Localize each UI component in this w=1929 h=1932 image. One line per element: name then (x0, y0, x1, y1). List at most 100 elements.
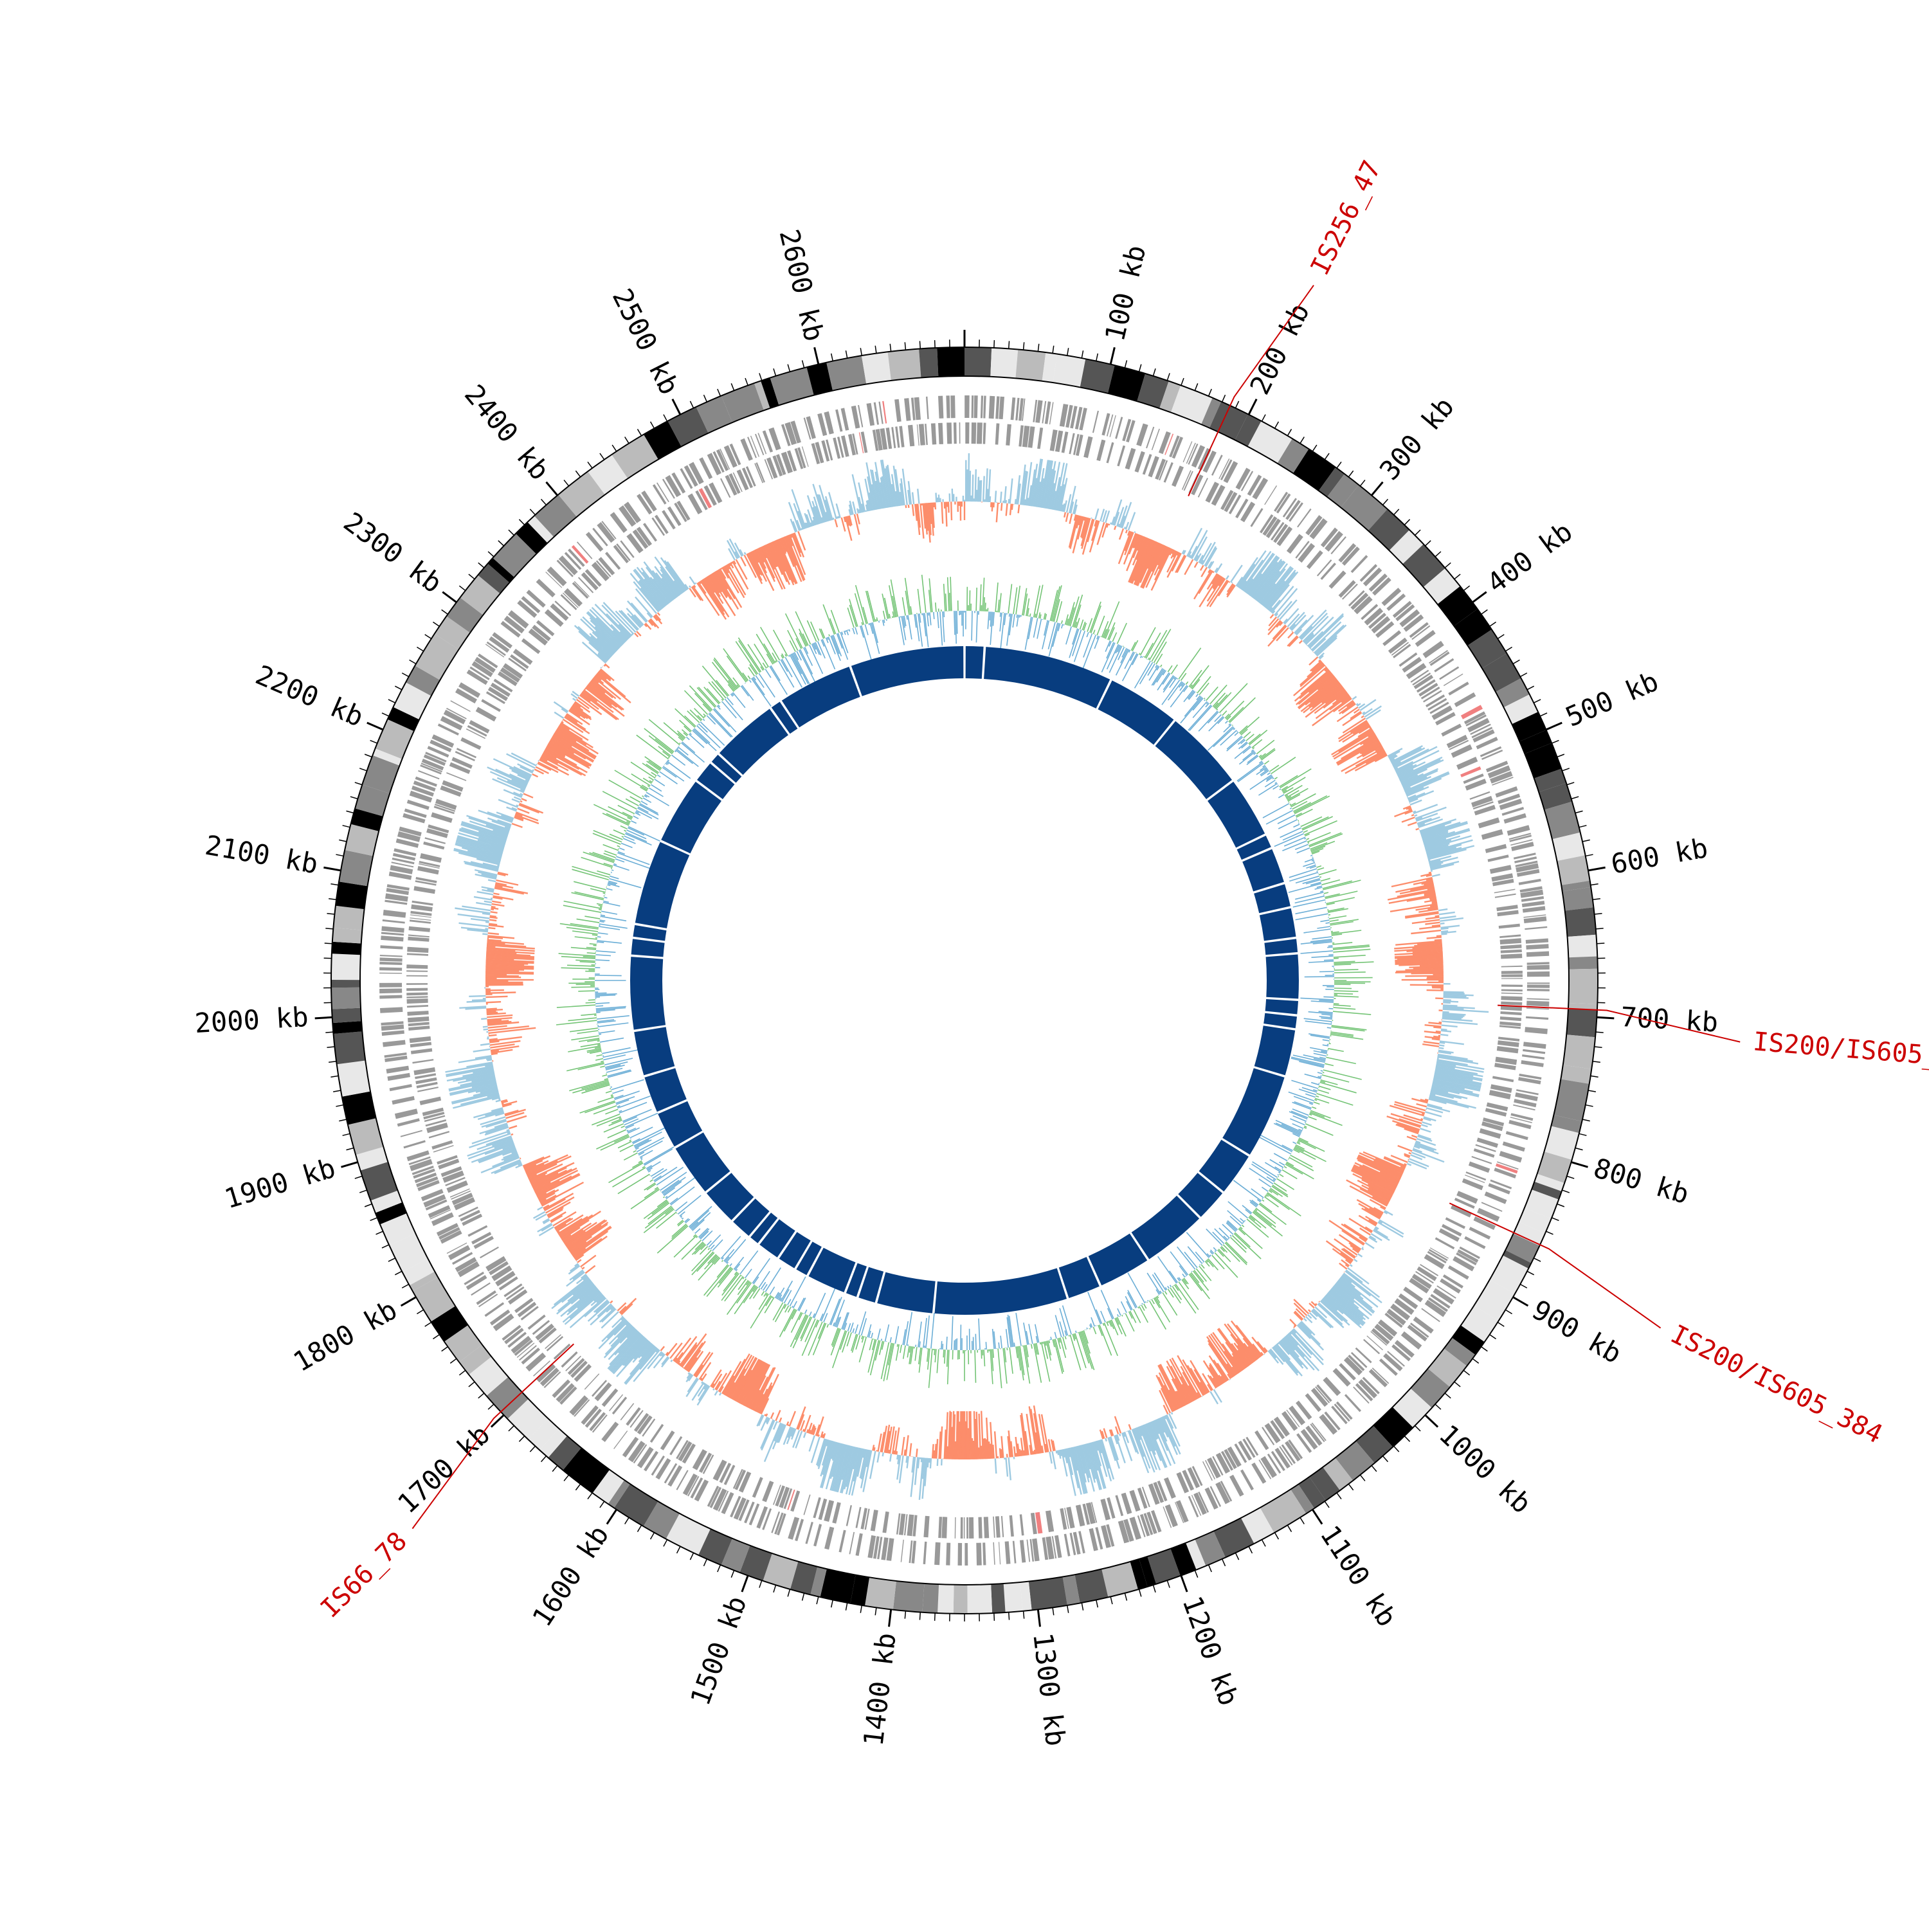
minor-tick (331, 1076, 338, 1077)
minor-tick (469, 1382, 475, 1387)
reverse-gene (1125, 448, 1136, 470)
gc-content-high-bar (1260, 748, 1274, 759)
minor-tick (1552, 1218, 1559, 1220)
minor-tick (1404, 1436, 1409, 1442)
gc-skew-positive-bar (1439, 912, 1455, 914)
gc-content-high-bar (1232, 725, 1233, 726)
reverse-gene (1501, 989, 1523, 992)
reverse-gene (1441, 724, 1462, 737)
gc-skew-positive-bar (973, 474, 974, 501)
reverse-gene (899, 426, 904, 447)
gc-content-low-bar (1242, 1205, 1252, 1213)
gc-skew-negative-bar (1309, 1310, 1310, 1312)
gc-content-high-bar (618, 1174, 649, 1193)
forward-gene (1013, 1541, 1017, 1564)
minor-tick (519, 519, 524, 525)
gc-skew-positive-bar (1442, 1012, 1449, 1013)
ideogram-band (919, 348, 938, 378)
gc-skew-positive-bar (491, 898, 493, 899)
reverse-gene (1500, 944, 1521, 949)
minor-tick (382, 713, 389, 716)
reverse-gene (1500, 938, 1521, 944)
gc-content-low-bar (941, 1341, 942, 1350)
gc-skew-positive-bar (1226, 575, 1229, 579)
gc-content-high-bar (1040, 615, 1041, 619)
minor-tick (1463, 1370, 1469, 1375)
forward-gene (1159, 431, 1171, 454)
gc-content-high-bar (1073, 595, 1082, 627)
minor-tick (731, 383, 734, 390)
reverse-gene (882, 1512, 889, 1533)
gc-content-low-bar (1233, 728, 1235, 730)
gc-content-high-bar (1122, 1315, 1123, 1316)
reverse-gene (420, 853, 442, 863)
gc-content-low-bar (1066, 627, 1071, 645)
ideogram-inner-edge (360, 376, 1569, 1585)
major-tick (1546, 723, 1562, 730)
minor-tick (690, 1553, 693, 1560)
gc-content-high-bar (1093, 1327, 1096, 1334)
forward-gene (1527, 982, 1550, 984)
minor-tick (1562, 768, 1569, 771)
ideogram-band (937, 347, 964, 377)
gc-content-high-bar (633, 1151, 637, 1153)
gc-content-high-bar (1317, 866, 1321, 867)
forward-gene (381, 926, 404, 933)
gc-skew-positive-bar (473, 1049, 491, 1052)
gc-skew-negative-bar (485, 985, 523, 986)
reverse-gene (410, 1036, 431, 1043)
gc-content-low-bar (979, 1319, 980, 1350)
gc-skew-positive-bar (937, 1459, 938, 1466)
minor-tick (1557, 1204, 1564, 1207)
minor-tick (575, 471, 580, 477)
ideogram-band (967, 1584, 992, 1614)
gc-skew-positive-bar (1049, 1452, 1051, 1463)
gc-content-low-bar (1267, 773, 1271, 775)
gc-skew-positive-bar (1442, 934, 1447, 935)
minor-tick (1445, 563, 1451, 568)
gc-content-high-bar (788, 1307, 792, 1313)
forward-gene (383, 919, 405, 924)
gc-content-high-bar (1141, 627, 1156, 655)
reverse-gene (1451, 745, 1472, 758)
ideogram-band (990, 348, 1018, 379)
minor-tick (1394, 1446, 1399, 1452)
gc-content-high-bar (1070, 1335, 1080, 1370)
gc-skew-positive-bar (1304, 1319, 1307, 1321)
gc-skew-positive-bar (915, 1457, 918, 1485)
gc-skew-negative-bar (581, 1256, 596, 1267)
gc-content-high-bar (644, 1183, 655, 1190)
minor-tick (1209, 1565, 1212, 1572)
gc-content-low-bar (1320, 891, 1323, 892)
minor-tick (1588, 1090, 1596, 1092)
gc-skew-negative-bar (491, 909, 494, 910)
gc-skew-negative-bar (1405, 976, 1444, 977)
minor-tick (1125, 360, 1127, 368)
gc-content-low-bar (695, 1229, 700, 1234)
minor-tick (1498, 635, 1504, 638)
forward-gene (1522, 1054, 1544, 1060)
gc-content-low-bar (1309, 961, 1334, 962)
gc-content-low-bar (1121, 1301, 1127, 1312)
gc-skew-negative-bar (520, 801, 522, 802)
minor-tick (774, 368, 776, 375)
gc-content-high-bar (1298, 1141, 1300, 1142)
gc-content-high-bar (604, 1124, 624, 1132)
forward-gene (1527, 971, 1550, 977)
gc-skew-negative-bar (1361, 716, 1364, 718)
gc-skew-positive-bar (1440, 1034, 1448, 1035)
gc-skew-positive-bar (1356, 1256, 1357, 1257)
forward-gene (1336, 1402, 1353, 1420)
minor-tick (1222, 395, 1226, 402)
reverse-gene (754, 463, 763, 483)
forward-gene (1415, 630, 1436, 647)
gc-skew-negative-bar (511, 1134, 513, 1135)
minor-tick (365, 1204, 372, 1207)
gc-content-high-bar (1240, 717, 1260, 734)
gc-skew-negative-bar (906, 1435, 909, 1456)
gc-skew-negative-bar (1433, 1027, 1441, 1028)
forward-gene (1351, 555, 1368, 573)
gc-skew-positive-bar (1105, 1438, 1107, 1441)
gc-skew-positive-bar (702, 1382, 703, 1384)
scale-label: 1800 kb (288, 1294, 403, 1378)
